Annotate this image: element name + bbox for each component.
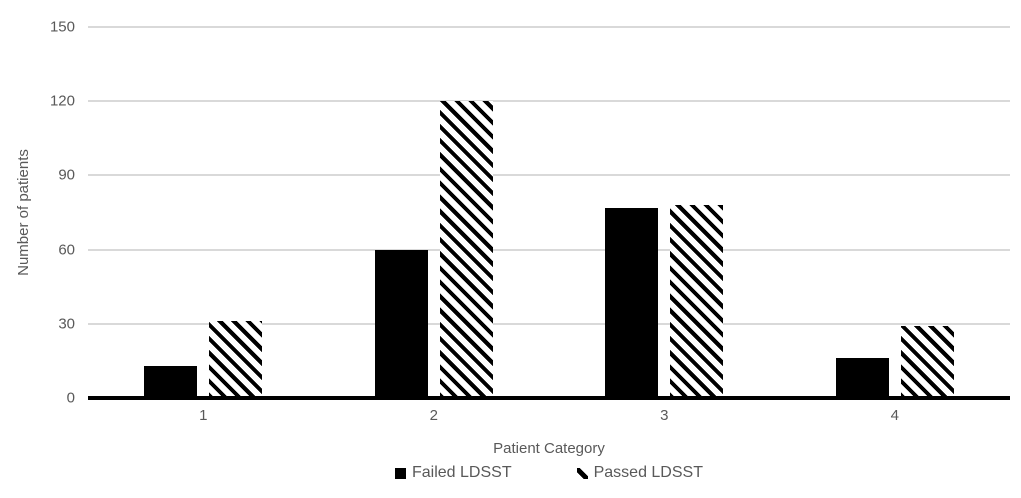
legend-item-passed-ldsst: Passed LDSST	[576, 464, 703, 482]
diagonal-hatch-swatch-icon	[576, 467, 588, 479]
x-axis-title: Patient Category	[493, 440, 605, 457]
gridline	[88, 248, 1010, 251]
bar-passed-ldsst-category-1	[209, 321, 263, 398]
y-axis-title-container: Number of patients	[6, 27, 40, 398]
gridline	[88, 174, 1010, 177]
gridline	[88, 100, 1010, 103]
legend-label: Passed LDSST	[593, 464, 703, 481]
plot-area	[88, 26, 1010, 400]
bar-passed-ldsst-category-4	[900, 326, 954, 398]
legend-item-failed-ldsst: Failed LDSST	[395, 464, 512, 482]
x-tick-label: 3	[660, 407, 669, 424]
bar-failed-ldsst-category-4	[835, 358, 889, 398]
solid-square-swatch-icon	[395, 467, 406, 479]
x-tick-label: 1	[199, 407, 208, 424]
legend: Failed LDSST Passed LDSST	[88, 464, 1010, 482]
gridline	[88, 26, 1010, 28]
y-tick-label: 30	[58, 315, 75, 333]
y-tick-label: 0	[66, 389, 75, 407]
bar-passed-ldsst-category-2	[439, 101, 493, 398]
x-tick-label: 2	[429, 407, 438, 424]
y-tick-label: 120	[49, 92, 75, 110]
bar-failed-ldsst-category-3	[605, 207, 659, 398]
y-tick-label: 150	[49, 18, 75, 36]
y-tick-label: 60	[58, 241, 75, 259]
x-tick-label: 4	[890, 407, 899, 424]
y-tick-label: 90	[58, 166, 75, 184]
x-axis-line	[88, 396, 1010, 400]
bar-failed-ldsst-category-1	[144, 365, 198, 398]
legend-label: Failed LDSST	[412, 464, 512, 481]
bar-failed-ldsst-category-2	[374, 249, 428, 398]
gridline	[88, 322, 1010, 325]
bar-passed-ldsst-category-3	[670, 205, 724, 398]
